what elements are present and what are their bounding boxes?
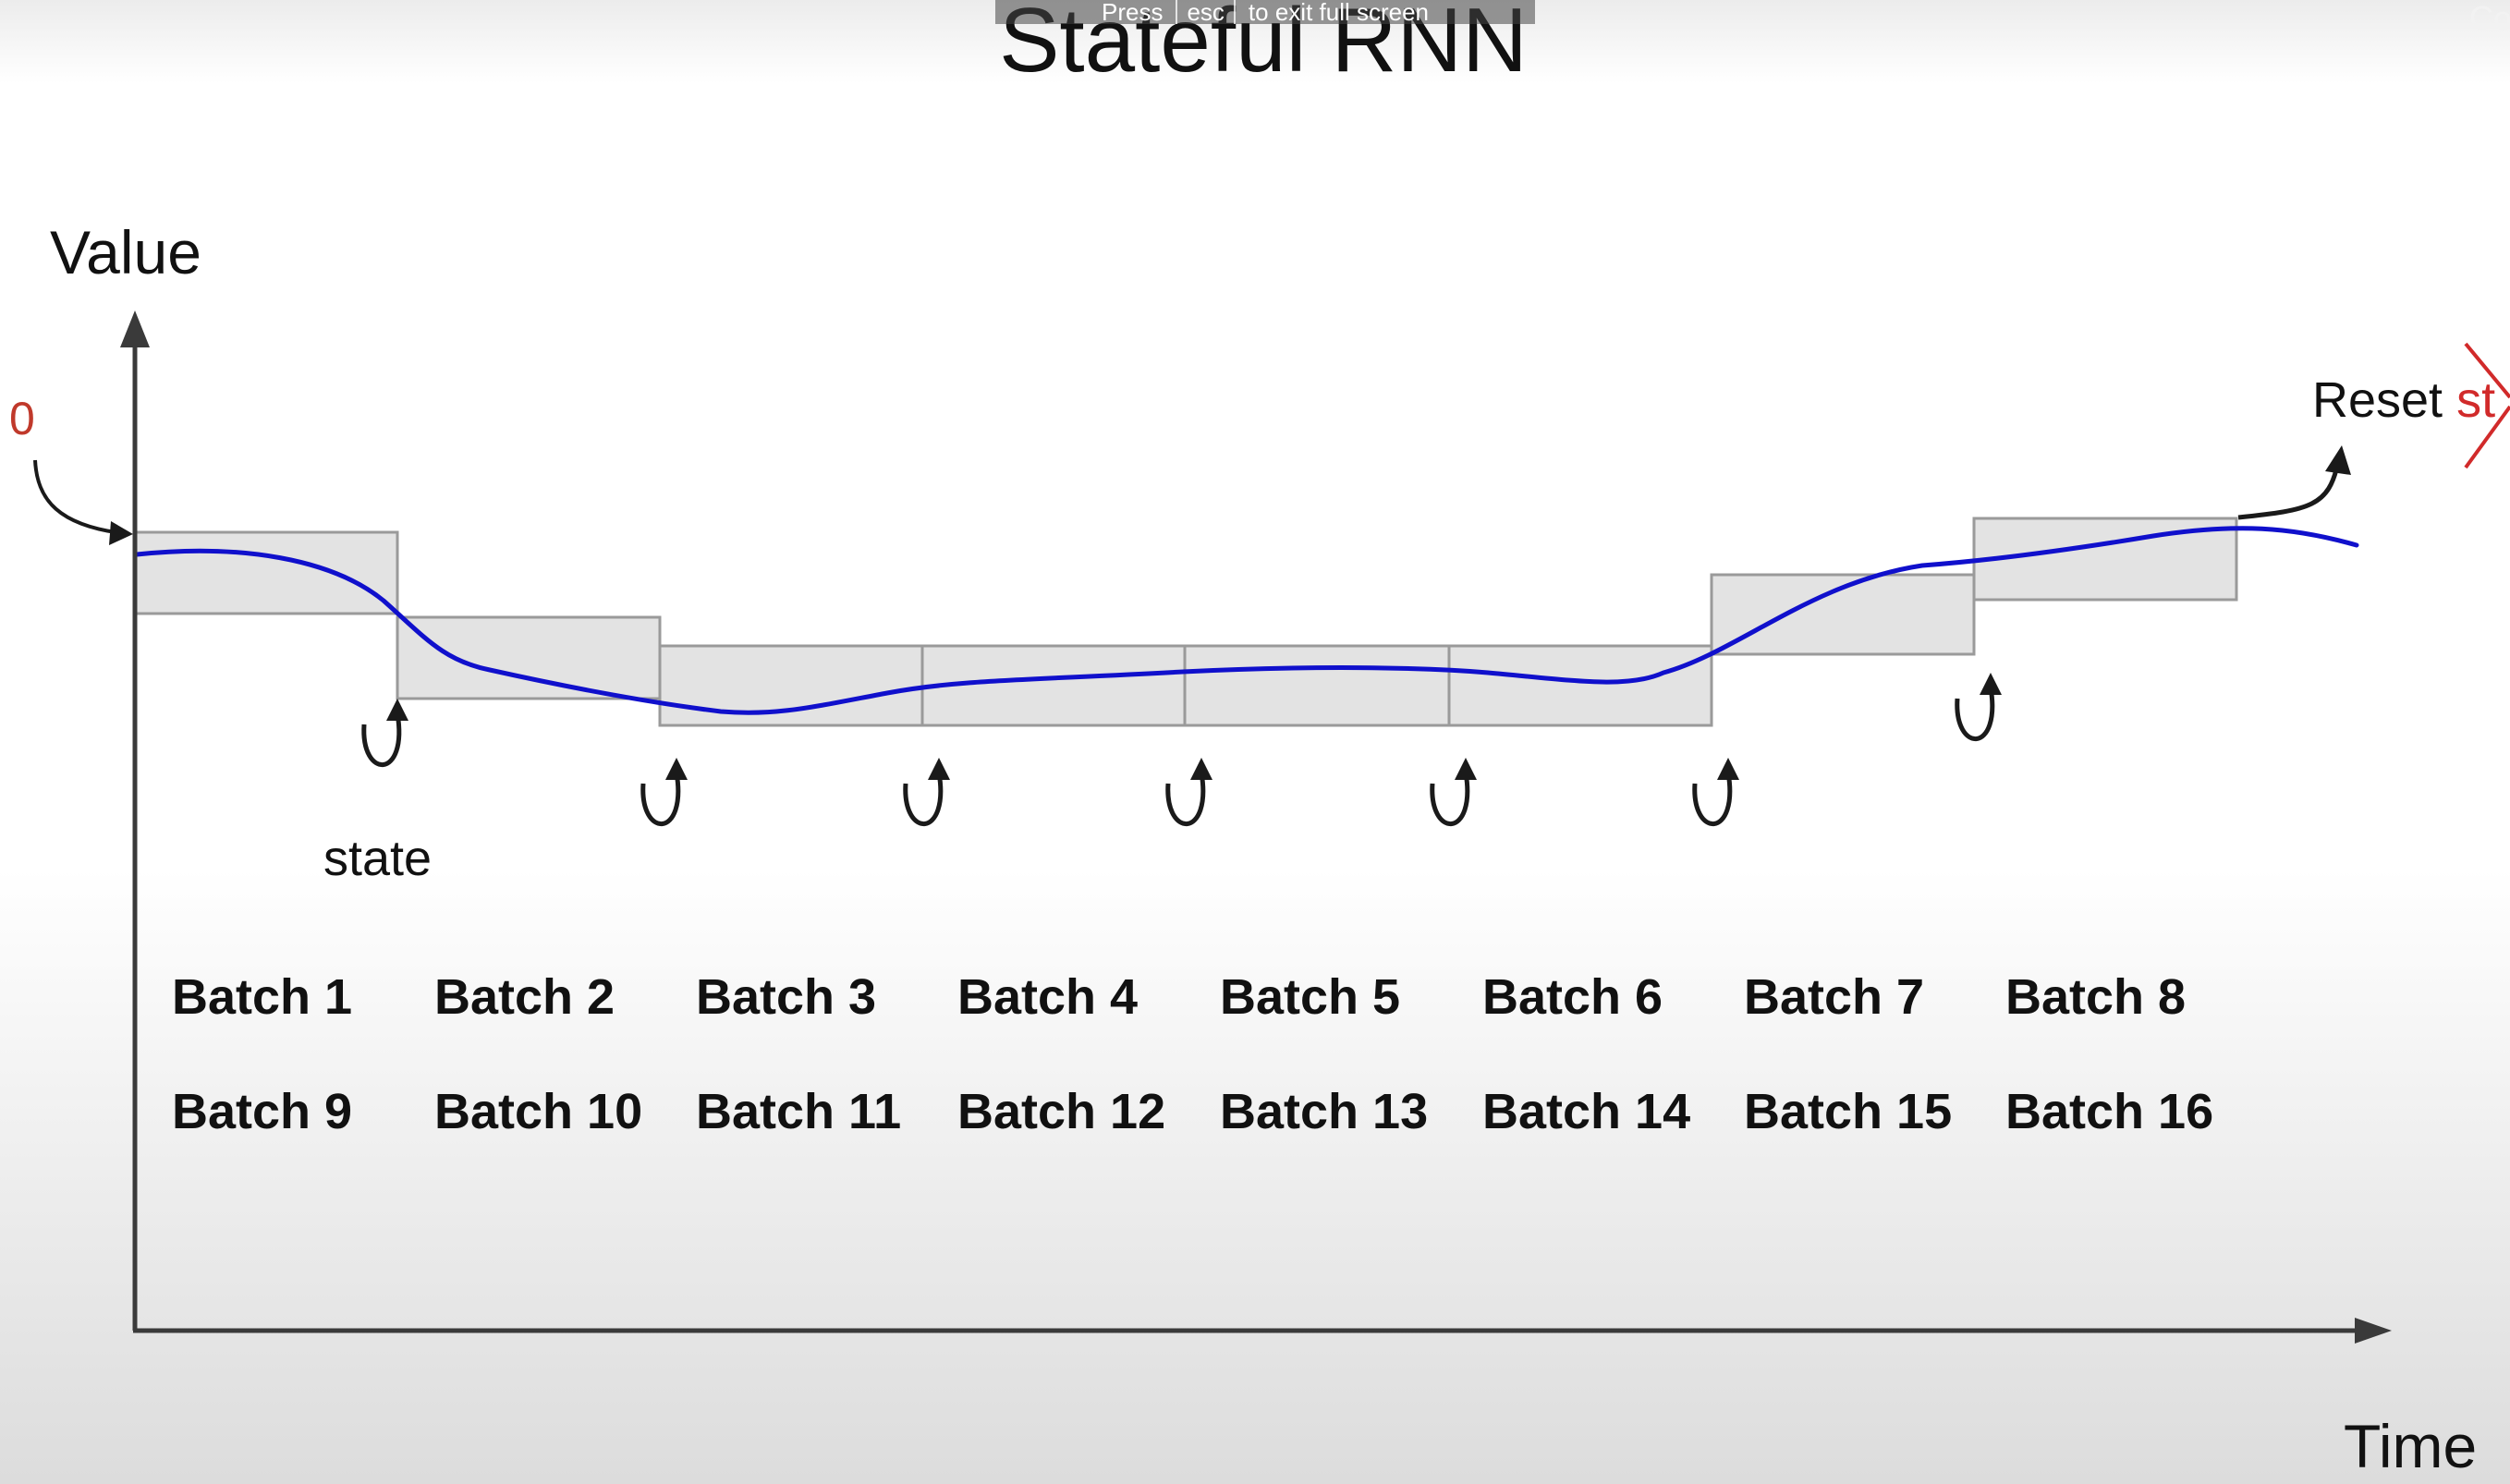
reset-label-text: Reset	[2312, 372, 2443, 428]
corner-text: Co	[2469, 0, 2510, 37]
batch-label: Batch 6	[1482, 969, 1663, 1025]
batch-label: Batch 9	[172, 1084, 353, 1139]
reset-state-label: Reset st	[2312, 375, 2495, 425]
reset-label-red-text: st	[2456, 372, 2496, 428]
reset-arrow	[2237, 461, 2341, 520]
batch-label: Batch 4	[957, 969, 1139, 1025]
x-axis-label: Time	[2344, 1412, 2478, 1480]
batch-label: Batch 16	[2005, 1084, 2214, 1139]
batch-label: Batch 5	[1220, 969, 1401, 1025]
batch-window	[396, 615, 662, 700]
y-axis-label: Value	[50, 218, 201, 286]
reset-arrowhead	[2325, 445, 2351, 475]
batch-window	[658, 644, 924, 727]
batch-label: Batch 15	[1744, 1084, 1953, 1139]
y-axis-arrowhead	[120, 310, 150, 347]
batch-label: Batch 8	[2005, 969, 2187, 1025]
axes	[120, 310, 2392, 1344]
batch-window	[1447, 644, 1713, 727]
curved-up-arrow-icon	[903, 758, 950, 826]
batch-label: Batch 14	[1482, 1084, 1691, 1139]
batch-window	[133, 530, 399, 615]
batch-windows	[133, 517, 2238, 727]
batch-label: Batch 11	[696, 1084, 902, 1139]
batch-label: Batch 7	[1744, 969, 1925, 1025]
initial-state-arrowhead	[109, 521, 133, 545]
batch-label: Batch 12	[957, 1084, 1166, 1139]
fullscreen-notice: Press esc to exit full screen	[995, 0, 1535, 24]
curved-up-arrow-icon	[1692, 758, 1739, 826]
series-curve	[134, 526, 2359, 715]
batch-window	[1183, 644, 1451, 727]
fullscreen-notice-rest: to exit full screen	[1248, 0, 1430, 26]
initial-state-arrow	[33, 459, 130, 536]
batch-label: Batch 1	[172, 969, 353, 1025]
curved-up-arrow-icon	[640, 758, 688, 826]
esc-key-hint: esc	[1176, 0, 1236, 24]
batch-label: Batch 3	[696, 969, 877, 1025]
batch-window	[920, 644, 1187, 727]
batch-label: Batch 13	[1220, 1084, 1429, 1139]
curved-up-arrow-icon	[1165, 758, 1212, 826]
x-axis-arrowhead	[2355, 1318, 2392, 1344]
batch-label: Batch 2	[434, 969, 615, 1025]
red-x-mark-icon	[2464, 342, 2510, 469]
state-arrows	[361, 673, 2002, 826]
fullscreen-notice-press: Press	[1101, 0, 1164, 26]
curved-up-arrow-icon	[1430, 758, 1477, 826]
batch-label: Batch 10	[434, 1084, 643, 1139]
initial-state-label: 0	[9, 393, 35, 444]
curved-up-arrow-icon	[361, 699, 408, 767]
state-label: state	[323, 831, 433, 886]
curved-up-arrow-icon	[1955, 673, 2002, 741]
